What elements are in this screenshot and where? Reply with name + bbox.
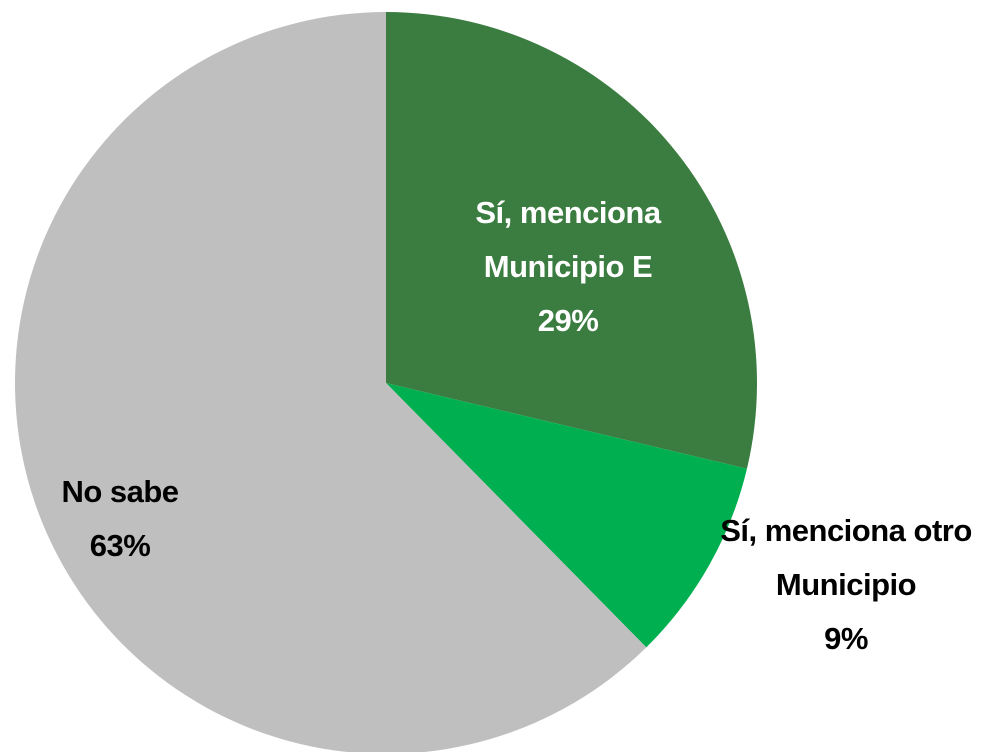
- pie-slice: [15, 12, 647, 752]
- slice-label: Sí, menciona otro Municipio 9%: [706, 504, 985, 666]
- value-label: 63%: [89, 528, 151, 563]
- category-label: No sabe: [61, 474, 179, 509]
- pie-slice: [386, 12, 757, 469]
- value-label: 29%: [537, 303, 599, 338]
- slice-label: Sí, menciona Municipio E 29%: [438, 186, 698, 348]
- category-label: Sí, menciona Municipio E: [475, 195, 661, 284]
- category-label: Sí, menciona otro Municipio: [720, 513, 972, 602]
- pie-slice: [386, 383, 747, 648]
- value-label: 9%: [824, 621, 868, 656]
- slice-label: No sabe 63%: [20, 465, 220, 573]
